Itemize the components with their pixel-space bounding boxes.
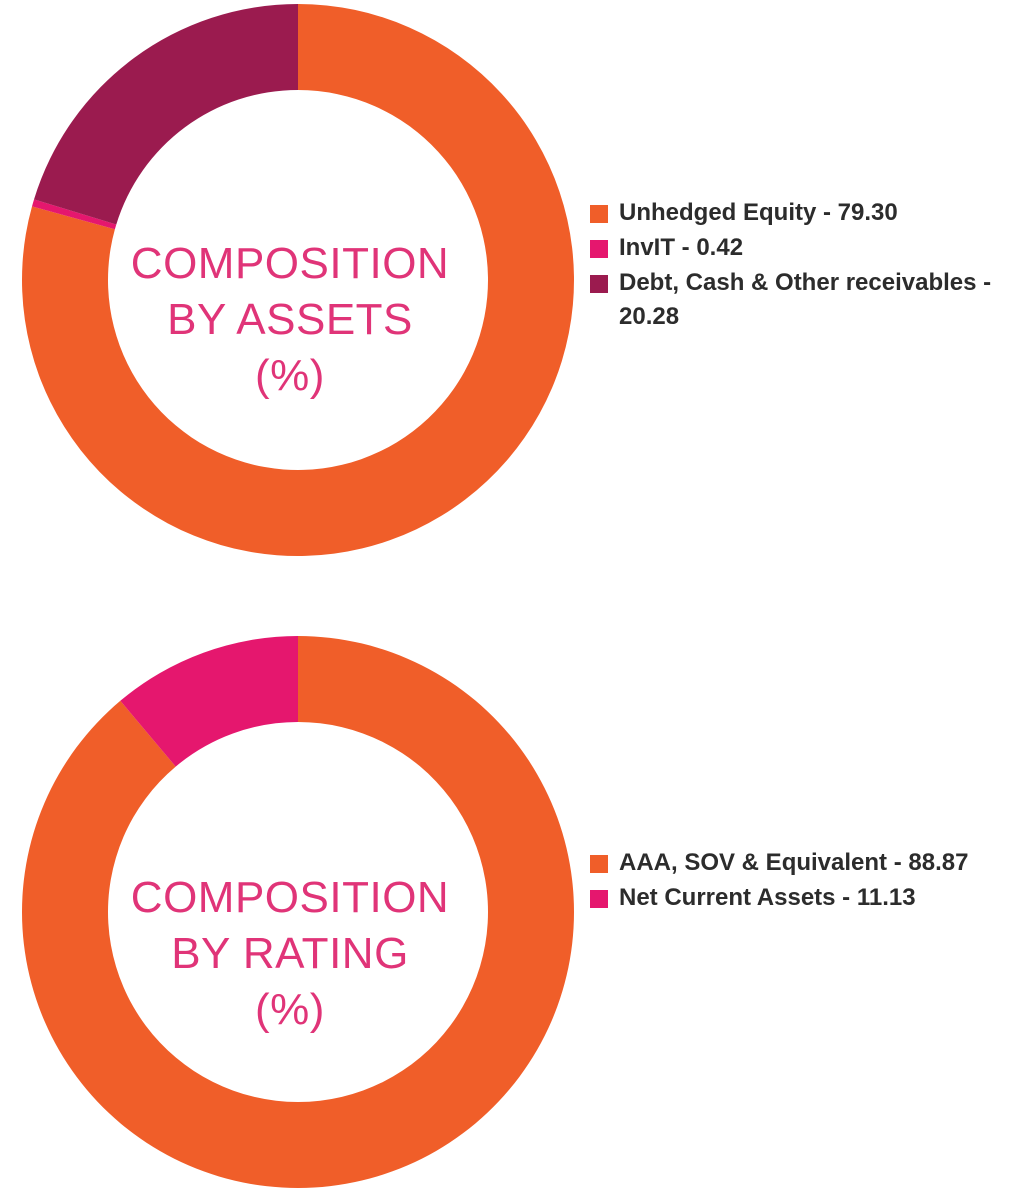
legend-swatch-invit bbox=[590, 240, 608, 258]
donut-segment-net-current-assets bbox=[120, 636, 298, 767]
rating-center-label: COMPOSITION BY RATING (%) bbox=[100, 870, 480, 1038]
legend-swatch-aaa-sov bbox=[590, 855, 608, 873]
donut-segment-debt-cash-other-receivables bbox=[34, 4, 299, 225]
donut-segment-aaa-sov-equivalent bbox=[22, 636, 575, 1188]
legend-swatch-net-current-assets bbox=[590, 890, 608, 908]
composition-by-assets-chart: COMPOSITION BY ASSETS (%) Unhedged Equit… bbox=[0, 0, 1022, 560]
legend-label-aaa-sov: AAA, SOV & Equivalent - 88.87 bbox=[619, 849, 969, 876]
legend-label-net-current-assets: Net Current Assets - 11.13 bbox=[619, 884, 916, 911]
legend-item-net-current-assets: Net Current Assets - 11.13 bbox=[590, 881, 1018, 915]
legend-item-unhedged-equity: Unhedged Equity - 79.30 bbox=[590, 196, 1018, 230]
legend-item-debt-cash: Debt, Cash & Other receivables - 20.28 bbox=[590, 266, 1018, 334]
legend-label-unhedged-equity: Unhedged Equity - 79.30 bbox=[619, 199, 898, 226]
assets-center-label-line-1: COMPOSITION bbox=[130, 239, 450, 288]
legend-item-invit: InvIT - 0.42 bbox=[590, 231, 1018, 265]
legend-item-aaa-sov: AAA, SOV & Equivalent - 88.87 bbox=[590, 846, 1018, 880]
rating-center-label-line-3: (%) bbox=[255, 985, 325, 1034]
assets-center-label-line-3: (%) bbox=[255, 351, 325, 400]
rating-legend: AAA, SOV & Equivalent - 88.87 Net Curren… bbox=[590, 846, 1018, 916]
legend-swatch-debt-cash bbox=[590, 275, 608, 293]
donut-segment-invit bbox=[32, 199, 117, 230]
legend-label-invit: InvIT - 0.42 bbox=[619, 234, 744, 261]
rating-center-label-line-1: COMPOSITION bbox=[130, 873, 450, 922]
rating-donut bbox=[22, 636, 575, 1188]
assets-donut bbox=[21, 4, 575, 557]
donut-segment-unhedged-equity bbox=[21, 4, 575, 557]
assets-center-label-line-2: BY ASSETS bbox=[167, 295, 413, 344]
assets-legend: Unhedged Equity - 79.30 InvIT - 0.42 Deb… bbox=[590, 196, 1018, 335]
legend-label-debt-cash: Debt, Cash & Other receivables - 20.28 bbox=[619, 269, 992, 330]
assets-center-label: COMPOSITION BY ASSETS (%) bbox=[100, 236, 480, 404]
legend-swatch-unhedged-equity bbox=[590, 205, 608, 223]
rating-center-label-line-2: BY RATING bbox=[171, 929, 409, 978]
composition-by-rating-chart: COMPOSITION BY RATING (%) AAA, SOV & Equ… bbox=[0, 632, 1022, 1192]
